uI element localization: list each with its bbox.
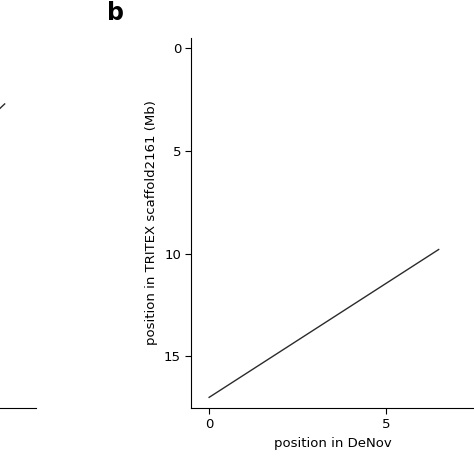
Y-axis label: position in TRITEX scaffold2161 (Mb): position in TRITEX scaffold2161 (Mb) bbox=[146, 100, 158, 345]
X-axis label: position in DeNov: position in DeNov bbox=[274, 437, 392, 450]
Text: b: b bbox=[107, 1, 124, 25]
